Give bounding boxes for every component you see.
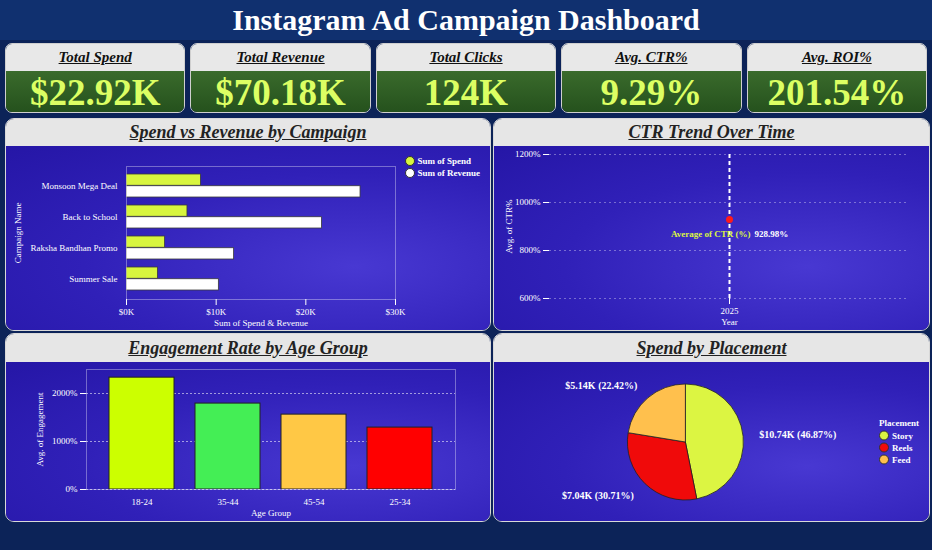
svg-text:Sum of Spend & Revenue: Sum of Spend & Revenue — [214, 318, 308, 328]
svg-text:Age Group: Age Group — [251, 508, 292, 518]
html-text:Reels: Reels — [892, 442, 913, 453]
html-text:CTR Trend Over Time: CTR Trend Over Time — [628, 122, 795, 142]
svg-text:$7.04K (30.71%): $7.04K (30.71%) — [562, 490, 634, 502]
svg-text:Year: Year — [721, 317, 738, 327]
svg-text:Avg. of Engagement: Avg. of Engagement — [35, 392, 45, 467]
html-text:Spend vs Revenue by Campaign: Spend vs Revenue by Campaign — [129, 122, 367, 142]
svg-text:Campaign Name: Campaign Name — [13, 203, 23, 264]
svg-text:2000%: 2000% — [52, 388, 78, 398]
html-text:Engagement Rate by Age Group: Engagement Rate by Age Group — [128, 338, 368, 358]
svg-text:$0K: $0K — [119, 307, 135, 317]
svg-text:928.98%: 928.98% — [755, 229, 789, 239]
svg-text:$20K: $20K — [296, 307, 317, 317]
svg-text:2025: 2025 — [721, 306, 740, 316]
svg-text:$10.74K (46.87%): $10.74K (46.87%) — [759, 429, 836, 441]
svg-text:0%: 0% — [66, 484, 79, 494]
svg-text:Summer Sale: Summer Sale — [69, 274, 117, 284]
html-text:Avg. CTR%: Avg. CTR% — [615, 49, 688, 65]
svg-text:Raksha Bandhan Promo: Raksha Bandhan Promo — [31, 243, 118, 253]
html-text:Feed: Feed — [892, 454, 911, 465]
html-text:Avg. ROI%: Avg. ROI% — [801, 49, 872, 65]
svg-text:800%: 800% — [520, 245, 542, 255]
svg-text:18-24: 18-24 — [132, 497, 153, 507]
svg-text:Back to School: Back to School — [63, 212, 118, 222]
svg-text:45-54: 45-54 — [304, 497, 325, 507]
svg-text:$5.14K (22.42%): $5.14K (22.42%) — [565, 380, 637, 392]
svg-text:Monsoon Mega Deal: Monsoon Mega Deal — [42, 181, 118, 191]
html-text:Sum of Spend: Sum of Spend — [417, 156, 471, 166]
svg-text:Average of CTR (%): Average of CTR (%) — [671, 229, 751, 239]
svg-text:25-34: 25-34 — [390, 497, 411, 507]
html-text:Total Spend: Total Spend — [58, 49, 132, 65]
svg-text:1000%: 1000% — [52, 436, 78, 446]
html-text:201.54%: 201.54% — [767, 72, 907, 113]
svg-text:35-44: 35-44 — [218, 497, 239, 507]
html-text:Sum of Revenue: Sum of Revenue — [417, 168, 480, 178]
html-text:124K: 124K — [423, 72, 509, 113]
svg-text:$10K: $10K — [206, 307, 227, 317]
svg-text:1200%: 1200% — [515, 149, 541, 159]
html-text:$22.92K: $22.92K — [29, 72, 161, 113]
svg-text:$30K: $30K — [386, 307, 407, 317]
html-text:Instagram Ad Campaign Dashboar: Instagram Ad Campaign Dashboard — [232, 3, 700, 36]
svg-text:Avg. of CTR%: Avg. of CTR% — [504, 199, 514, 254]
html-text:$70.18K: $70.18K — [215, 72, 346, 113]
svg-text:1000%: 1000% — [515, 197, 541, 207]
svg-text:600%: 600% — [520, 293, 542, 303]
html-text:Total Clicks: Total Clicks — [429, 49, 503, 65]
html-text:Story: Story — [892, 430, 913, 441]
html-text:Total Revenue: Total Revenue — [236, 49, 325, 65]
html-text:Spend by Placement: Spend by Placement — [636, 338, 787, 358]
html-text:9.29%: 9.29% — [600, 72, 703, 113]
html-text:Placement: Placement — [879, 417, 919, 428]
